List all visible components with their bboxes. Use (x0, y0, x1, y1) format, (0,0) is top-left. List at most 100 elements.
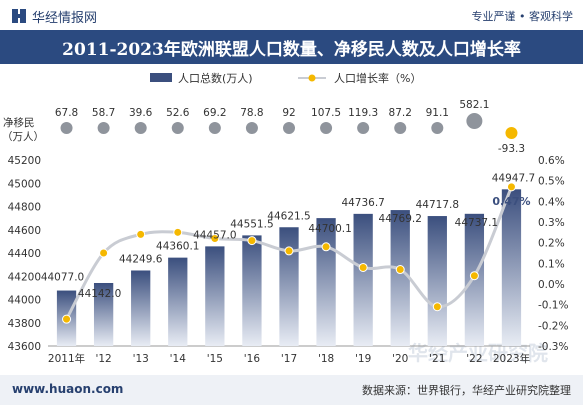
migration-value-label: 119.3 (348, 107, 378, 119)
bar-value-label: 44142.0 (78, 288, 121, 300)
migration-value-label: 78.8 (240, 107, 263, 119)
bar-value-label: 44077.0 (41, 272, 84, 284)
migration-value-label: 39.6 (129, 107, 153, 119)
legend-bar-swatch (150, 73, 172, 82)
population-bar (353, 213, 373, 346)
bar-value-label: 44457.0 (193, 229, 236, 241)
growth-rate-point (99, 248, 109, 258)
x-tick-label: '20 (392, 353, 408, 365)
brand-name[interactable]: 华经情报网 (32, 11, 98, 26)
population-bar (168, 257, 188, 346)
migration-value-label: 92 (282, 107, 295, 119)
population-bar (205, 246, 225, 346)
y-right-tick-label: 0.2% (538, 238, 565, 250)
x-tick-label: '21 (429, 353, 445, 365)
growth-rate-point (321, 242, 331, 252)
legend-line-label: 人口增长率（%） (334, 71, 421, 85)
migration-marker (134, 122, 147, 134)
growth-rate-point (469, 271, 479, 281)
bar-value-label: 44551.5 (230, 218, 273, 230)
growth-rate-point (506, 182, 516, 192)
y-right-tick-label: 0.5% (538, 176, 565, 188)
migration-value-label: 58.7 (92, 107, 115, 119)
y-left-tick-label: 45200 (8, 155, 41, 167)
y-right-tick-label: 0.3% (538, 217, 565, 229)
title-bar: 2011-2023年欧洲联盟人口数量、净移民人数及人口增长率 (0, 30, 583, 64)
migration-value-label: 69.2 (203, 107, 226, 119)
bar-value-label: 44737.1 (455, 217, 498, 229)
growth-rate-point (358, 262, 368, 272)
bar-value-label: 44736.7 (341, 197, 384, 209)
y-left-tick-label: 45000 (8, 178, 41, 190)
bar-value-label: 44360.1 (156, 241, 199, 253)
migration-value-label: 67.8 (55, 107, 78, 119)
y-left-tick-label: 43800 (8, 318, 41, 330)
migration-marker (431, 122, 444, 134)
growth-rate-highlight-label: 0.47% (492, 195, 530, 208)
footer-url-link[interactable]: www.huaon.com (12, 382, 124, 396)
growth-rate-point (210, 234, 220, 244)
x-tick-label: 2023年 (493, 352, 530, 365)
y-right-tick-label: -0.1% (538, 300, 568, 312)
migration-marker (245, 122, 258, 134)
y-right-tick-label: 0.1% (538, 258, 565, 270)
x-tick-label: '13 (133, 353, 149, 365)
migration-value-label: -93.3 (498, 143, 525, 155)
x-tick-label: '22 (466, 353, 482, 365)
migration-marker (466, 113, 483, 129)
y-left-tick-label: 44000 (8, 295, 41, 307)
population-bar (93, 282, 114, 346)
migration-value-label: 52.6 (166, 107, 190, 119)
tagline: 专业严谨 • 客观科学 (471, 10, 573, 23)
y-left-tick-label: 43600 (8, 341, 41, 353)
migration-marker (208, 122, 221, 134)
population-bar (242, 235, 262, 346)
y-right-tick-label: 0.4% (538, 196, 565, 208)
growth-rate-point (62, 314, 72, 324)
y-left-tick-label: 44600 (8, 225, 41, 237)
chart-title: 2011-2023年欧洲联盟人口数量、净移民人数及人口增长率 (62, 40, 521, 60)
growth-rate-point (395, 265, 405, 275)
growth-rate-point (136, 229, 146, 239)
migration-marker (60, 122, 73, 134)
y-right-tick-label: -0.3% (538, 341, 568, 353)
footer-bar: www.huaon.com 数据来源：世界银行，华经产业研究院整理 (0, 375, 583, 405)
migration-marker (505, 127, 518, 139)
migration-marker (357, 122, 370, 134)
y-left-tick-label: 44800 (8, 202, 41, 214)
y-right-tick-label: -0.2% (538, 320, 568, 332)
migration-marker (171, 122, 184, 134)
migration-value-label: 582.1 (459, 99, 489, 111)
population-bar (316, 218, 336, 346)
migration-marker (283, 122, 295, 134)
bar-value-label: 44249.6 (119, 253, 163, 265)
x-tick-label: '16 (244, 353, 261, 365)
migration-marker (97, 122, 110, 134)
y-left-tick-label: 44200 (8, 271, 41, 283)
growth-rate-point (173, 227, 183, 237)
x-tick-label: 2011年 (48, 352, 85, 365)
bar-value-label: 44769.2 (379, 213, 422, 225)
population-bar (131, 270, 151, 346)
migration-value-label: 91.1 (426, 107, 449, 119)
population-bar (279, 227, 299, 346)
top-bar: 华经情报网 专业严谨 • 客观科学 (0, 0, 583, 30)
x-tick-label: '12 (95, 353, 111, 365)
migration-marker (394, 122, 407, 134)
x-tick-label: '17 (281, 353, 297, 365)
footer-source: 数据来源：世界银行，华经产业研究院整理 (362, 384, 571, 397)
migration-value-label: 87.2 (389, 107, 412, 119)
x-tick-label: '19 (355, 353, 371, 365)
migration-marker (320, 122, 333, 134)
chart-svg: 华经产业研究院 人口总数(万人) 人口增长率（%） 净移民（万人）67.8 58.7… (2, 71, 568, 365)
bar-value-label: 44700.1 (308, 223, 351, 235)
y-right-tick-label: 0.6% (538, 155, 565, 167)
y-right-tick-label: 0.0% (538, 279, 565, 291)
bar-value-label: 44947.7 (492, 172, 535, 184)
y-left-tick-label: 44400 (8, 248, 41, 260)
growth-rate-point (432, 302, 442, 312)
bar-value-label: 44621.5 (267, 210, 310, 222)
population-bar (427, 216, 447, 346)
migration-axis-label: 净移民（万人） (2, 116, 44, 143)
